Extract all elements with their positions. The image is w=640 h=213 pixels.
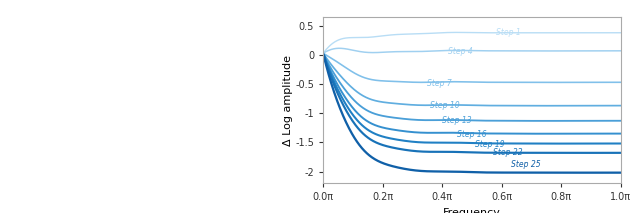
Text: Step 1: Step 1 (496, 28, 520, 37)
Text: Step 22: Step 22 (493, 148, 522, 157)
Text: Step 13: Step 13 (442, 116, 472, 125)
Text: Step 16: Step 16 (457, 130, 487, 139)
Text: Step 10: Step 10 (430, 101, 460, 110)
Text: Step 7: Step 7 (428, 79, 452, 88)
Text: Step 25: Step 25 (511, 160, 540, 169)
Y-axis label: Δ Log amplitude: Δ Log amplitude (282, 55, 292, 146)
Text: Step 19: Step 19 (475, 140, 504, 149)
X-axis label: Frequency: Frequency (443, 208, 501, 213)
Text: Step 4: Step 4 (448, 47, 473, 56)
